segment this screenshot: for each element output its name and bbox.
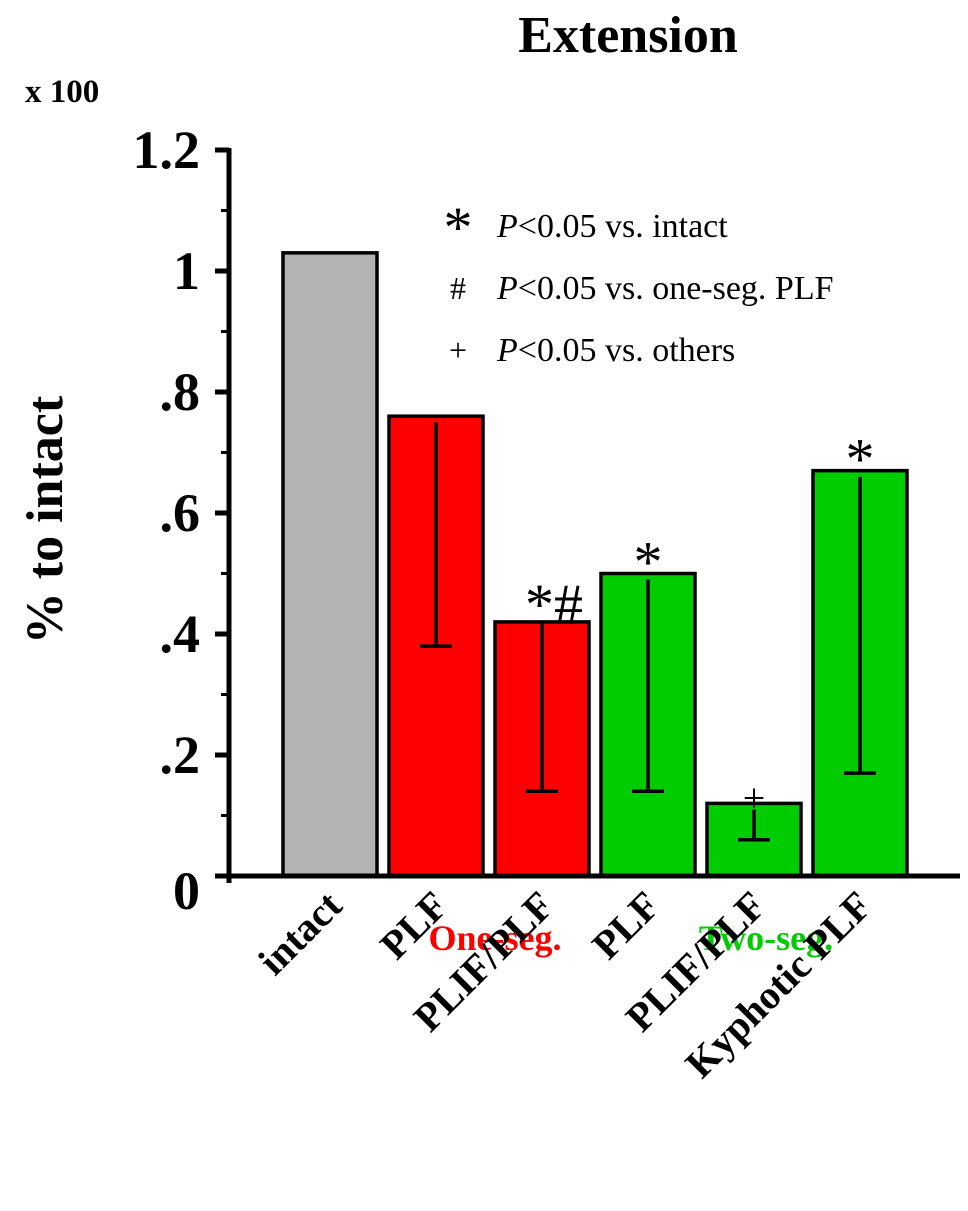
- group-label: Two-seg.: [699, 918, 833, 958]
- legend-entry: P<0.05 vs. intact: [496, 208, 728, 245]
- significance-marks: *# * + *: [525, 427, 875, 821]
- y-tick-label: .2: [160, 725, 201, 785]
- legend-entry: P<0.05 vs. others: [496, 332, 735, 369]
- legend-text: <0.05 vs. intact: [518, 208, 728, 245]
- y-tick-label: .8: [160, 362, 201, 422]
- legend: * P<0.05 vs. intact# P<0.05 vs. one-seg. P…: [444, 195, 834, 369]
- significance-mark: *: [634, 530, 663, 595]
- group-labels: One-seg. Two-seg.: [429, 918, 834, 958]
- x-tick-label: PLF: [583, 883, 668, 968]
- scale-label: x 100: [25, 74, 99, 110]
- legend-p: P: [496, 332, 518, 369]
- y-axis-label: % to intact: [17, 395, 74, 644]
- y-tick-label: 0: [173, 861, 200, 921]
- significance-mark: *: [846, 427, 875, 492]
- legend-p: P: [496, 208, 518, 245]
- y-tick-label: .4: [160, 604, 201, 664]
- y-tick-label: .6: [160, 483, 201, 543]
- bar: [281, 251, 379, 878]
- legend-p: P: [496, 270, 518, 307]
- legend-text: <0.05 vs. others: [518, 332, 736, 369]
- legend-symbol: +: [449, 332, 467, 368]
- y-ticks: 0 .2 .4 .6 .8 1 1.2: [133, 120, 229, 921]
- significance-mark: +: [743, 775, 766, 820]
- legend-entry: P<0.05 vs. one-seg. PLF: [496, 270, 834, 307]
- legend-symbol: *: [444, 195, 473, 260]
- error-bars: [420, 422, 876, 842]
- x-tick-label: Kyphotic PLF: [676, 883, 880, 1087]
- y-tick-label: 1.2: [133, 120, 201, 180]
- group-label: One-seg.: [429, 918, 562, 958]
- legend-symbol: #: [450, 270, 466, 306]
- y-tick-label: 1: [173, 241, 200, 301]
- significance-mark: *#: [525, 572, 583, 637]
- legend-text: <0.05 vs. one-seg. PLF: [518, 270, 834, 307]
- chart-title: Extension: [518, 7, 738, 64]
- x-tick-label: intact: [249, 882, 350, 983]
